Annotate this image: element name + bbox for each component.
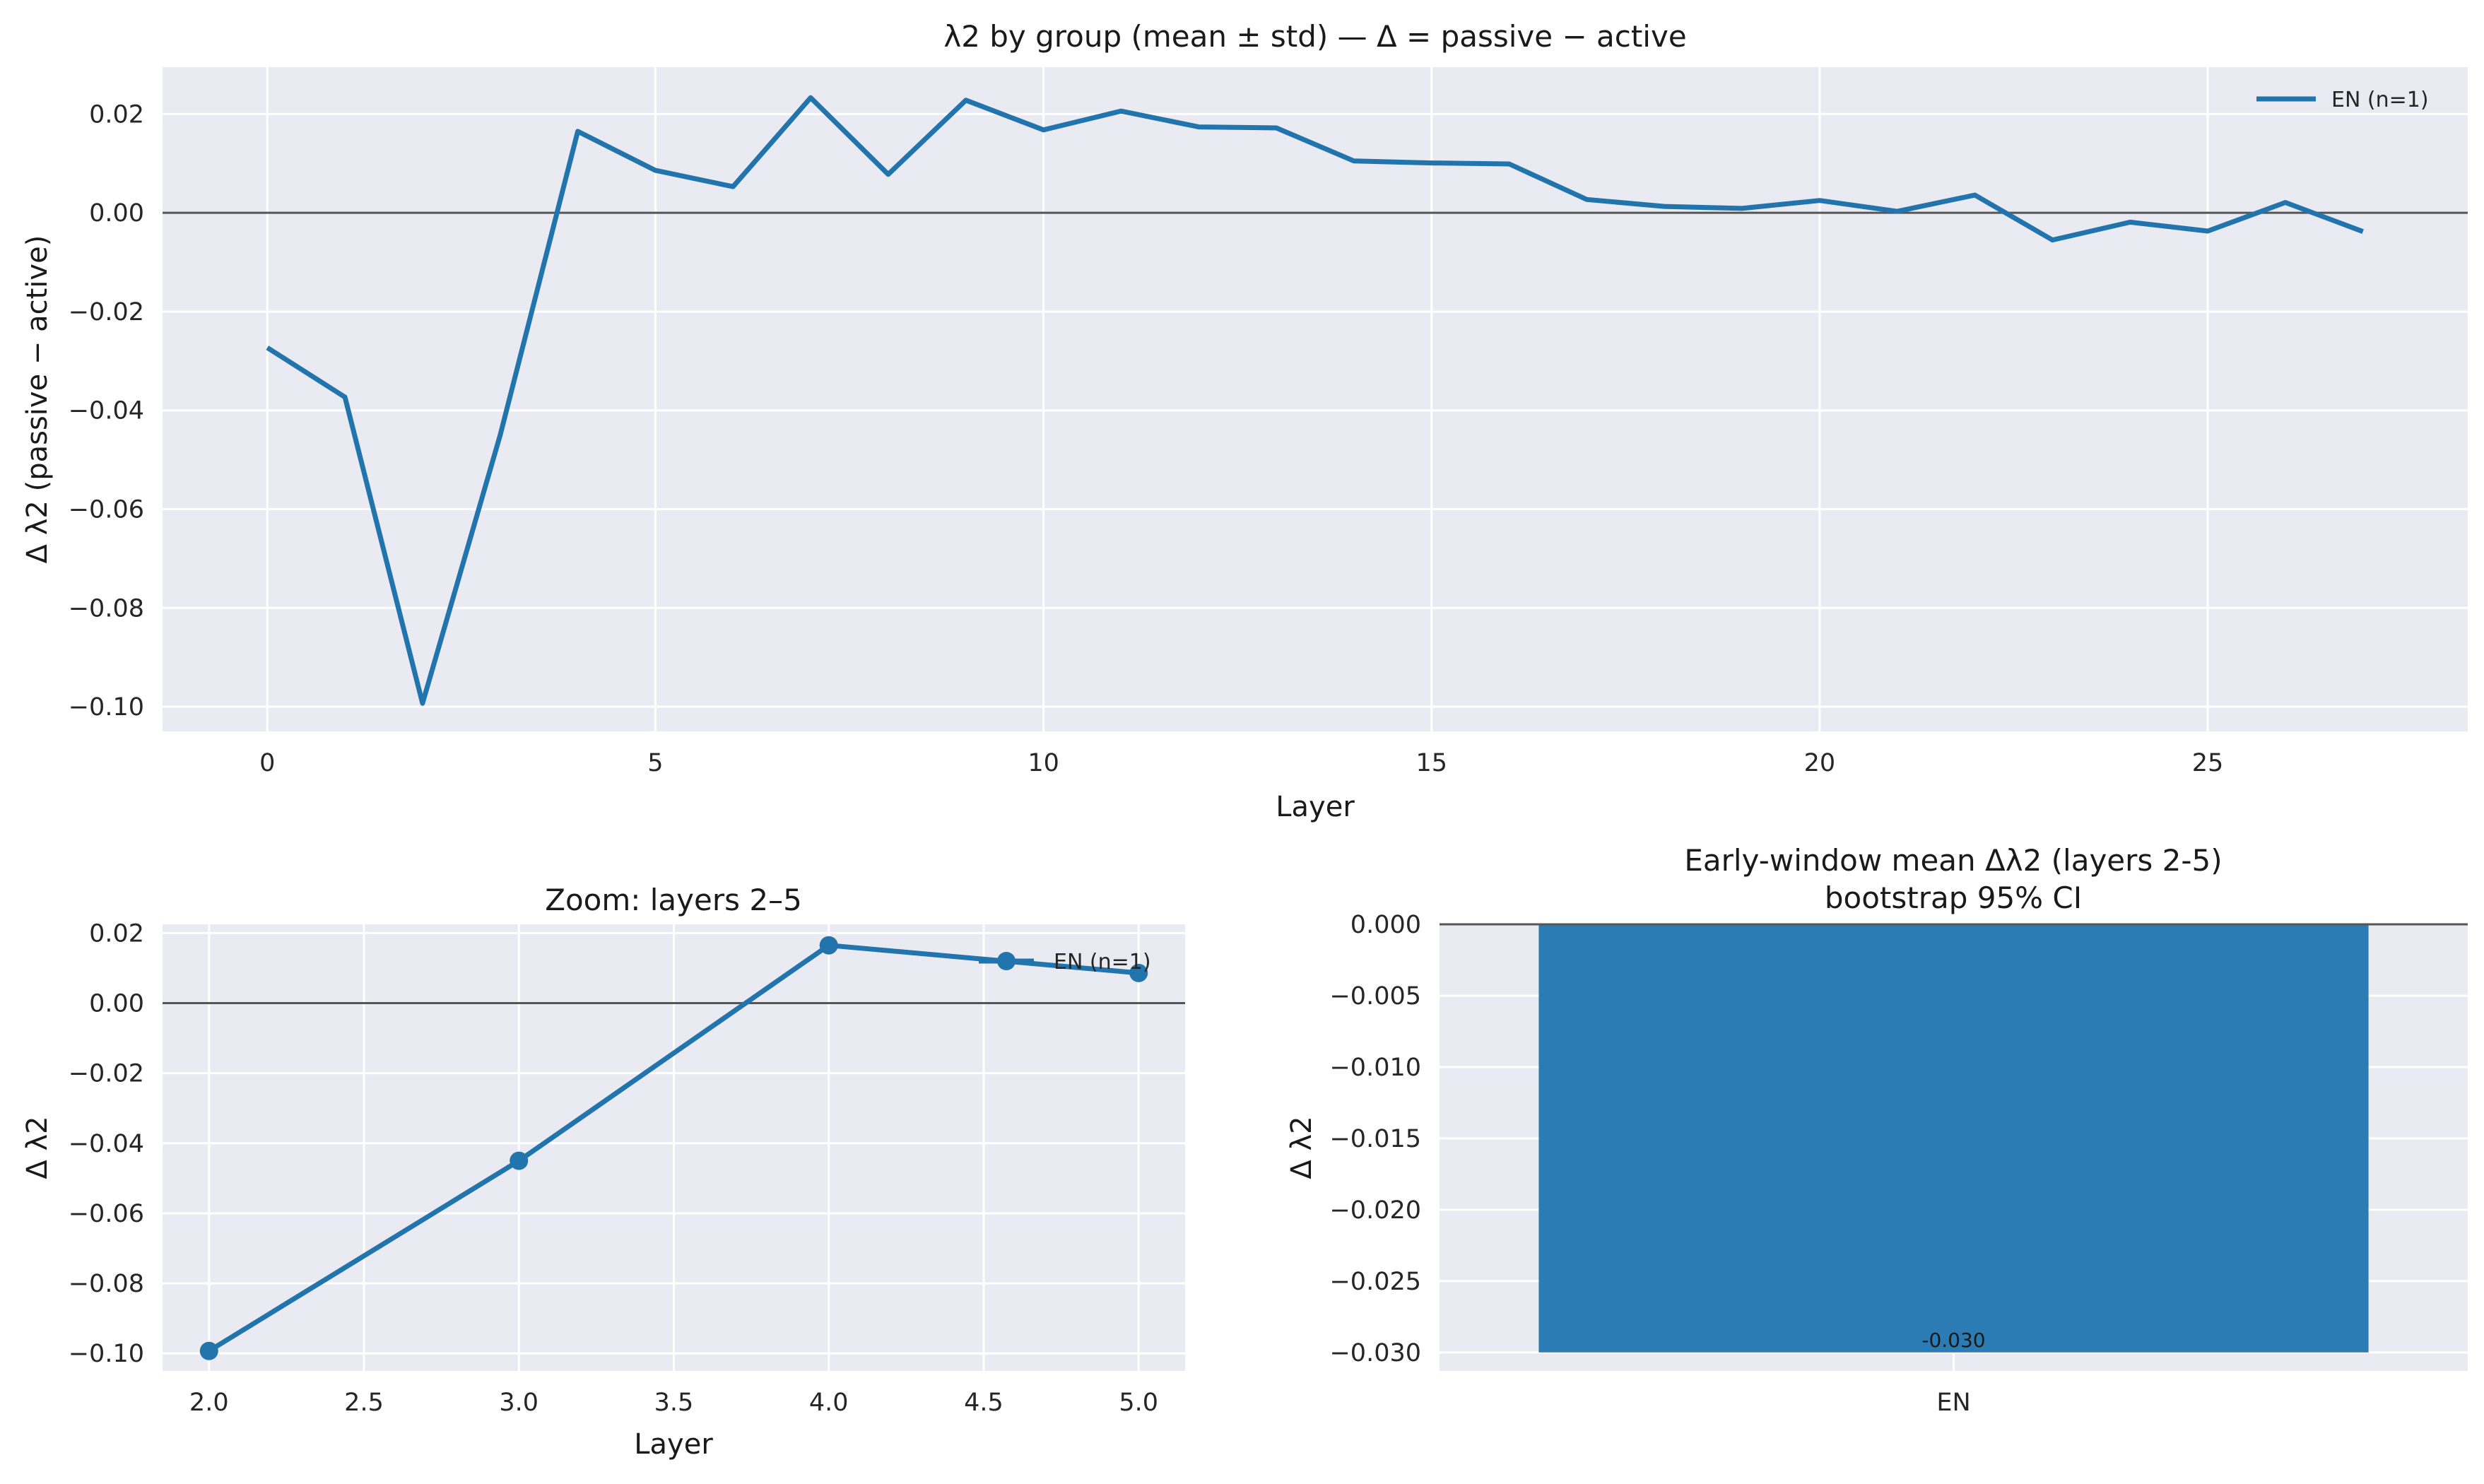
x-tick-label: 10	[1028, 749, 1059, 777]
bar-EN	[1538, 924, 2369, 1353]
main-x-tick-labels: 0 5 10 15 20 25	[259, 749, 2223, 777]
x-tick-label: 5	[647, 749, 663, 777]
y-tick-label: −0.08	[69, 594, 144, 623]
x-tick-label: 0	[259, 749, 275, 777]
y-tick-label: −0.04	[69, 397, 144, 425]
y-tick-label: −0.010	[1329, 1054, 1421, 1082]
y-tick-label: 0.02	[89, 100, 144, 129]
zoom-legend-marker	[997, 952, 1016, 970]
bar-y-tick-labels: 0.000 −0.005 −0.010 −0.015 −0.020 −0.025 −0.03…	[1329, 911, 1421, 1367]
bar-panel: -0.030 EN 0.000 −0.005 −0.010 −0.015 −0.020 −…	[1285, 843, 2468, 1417]
zoom-panel: 2.0 2.5 3.0 3.5 4.0 4.5 5.0 0.02 0.00 −0.02 −0.04…	[21, 883, 1185, 1461]
y-tick-label: −0.025	[1329, 1268, 1421, 1296]
main-y-axis-label: Δ λ2 (passive − active)	[21, 235, 54, 564]
y-tick-label: 0.00	[89, 199, 144, 228]
main-x-axis-label: Layer	[1276, 791, 1355, 823]
y-tick-label: −0.08	[69, 1270, 144, 1298]
y-tick-label: −0.04	[69, 1130, 144, 1158]
data-point	[819, 936, 838, 955]
main-title: λ2 by group (mean ± std) — Δ = passive −…	[943, 19, 1686, 54]
main-legend-label: EN (n=1)	[2331, 88, 2429, 112]
data-point	[510, 1151, 529, 1170]
bar-x-tick-labels: EN	[1936, 1389, 1970, 1417]
x-tick-label: 25	[2192, 749, 2224, 777]
y-tick-label: −0.020	[1329, 1196, 1421, 1225]
main-panel: 0 5 10 15 20 25 0.02 0.00 −0.02 −0.04 −0.06 −0.08 −…	[21, 19, 2468, 823]
data-point	[1129, 963, 1148, 982]
bar-title: Early-window mean Δλ2 (layers 2-5)	[1684, 843, 2222, 878]
y-tick-label: 0.00	[89, 990, 144, 1018]
bar-bars: -0.030	[1538, 924, 2369, 1353]
x-tick-label: 15	[1415, 749, 1447, 777]
y-tick-label: −0.030	[1329, 1339, 1421, 1367]
y-tick-label: −0.10	[69, 693, 144, 722]
y-tick-label: −0.015	[1329, 1125, 1421, 1153]
y-tick-label: −0.06	[69, 496, 144, 524]
x-tick-label: 4.0	[809, 1389, 849, 1417]
main-plot-area	[163, 67, 2468, 731]
y-tick-label: −0.005	[1329, 982, 1421, 1011]
zoom-legend-label: EN (n=1)	[1054, 950, 1151, 974]
bar-data-label: -0.030	[1921, 1329, 1985, 1352]
y-tick-label: 0.000	[1350, 911, 1421, 939]
x-tick-label: 2.0	[189, 1389, 229, 1417]
x-tick-label: 20	[1804, 749, 1836, 777]
main-series-line	[266, 95, 2364, 706]
x-tick-label: 3.5	[654, 1389, 694, 1417]
y-tick-label: −0.10	[69, 1340, 144, 1368]
y-tick-label: −0.02	[69, 298, 144, 326]
x-tick-label: 3.0	[499, 1389, 538, 1417]
main-y-tick-labels: 0.02 0.00 −0.02 −0.04 −0.06 −0.08 −0.10	[69, 100, 144, 722]
zoom-legend: EN (n=1)	[979, 950, 1151, 974]
zoom-y-axis-label: Δ λ2	[21, 1116, 54, 1179]
x-tick-label: 5.0	[1119, 1389, 1158, 1417]
x-tick-label: 2.5	[344, 1389, 384, 1417]
zoom-points	[199, 936, 1148, 1360]
zoom-x-tick-labels: 2.0 2.5 3.0 3.5 4.0 4.5 5.0	[189, 1389, 1158, 1417]
x-tick-label: EN	[1936, 1389, 1970, 1417]
zoom-title: Zoom: layers 2–5	[545, 883, 802, 917]
data-point	[199, 1341, 218, 1360]
x-tick-label: 4.5	[964, 1389, 1003, 1417]
main-legend: EN (n=1)	[2256, 88, 2429, 112]
bar-y-axis-label: Δ λ2	[1285, 1116, 1318, 1179]
y-tick-label: −0.06	[69, 1200, 144, 1228]
bar-subtitle: bootstrap 95% CI	[1825, 881, 2082, 915]
zoom-y-tick-labels: 0.02 0.00 −0.02 −0.04 −0.06 −0.08 −0.10	[69, 919, 144, 1368]
y-tick-label: −0.02	[69, 1060, 144, 1088]
y-tick-label: 0.02	[89, 919, 144, 948]
zoom-x-axis-label: Layer	[634, 1428, 713, 1461]
